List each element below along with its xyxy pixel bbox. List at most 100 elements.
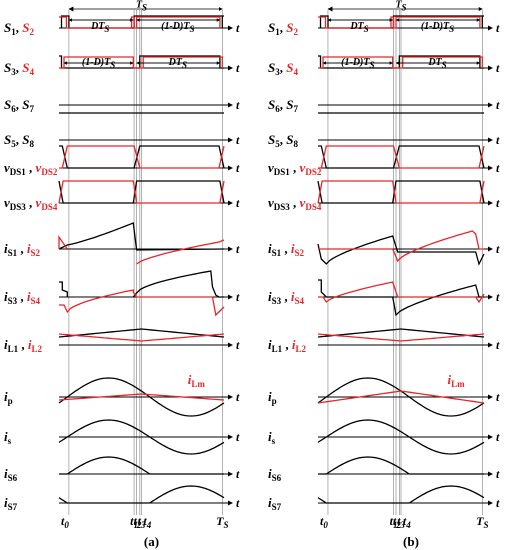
duty-off-label: (1-D)TS bbox=[421, 21, 454, 34]
signal-label-is12: iS1 , iS2 bbox=[4, 241, 41, 258]
iS1-waveform bbox=[317, 235, 485, 266]
axis-arrowhead bbox=[488, 200, 493, 206]
S3-waveform bbox=[59, 55, 224, 69]
signal-label-is: is bbox=[4, 429, 12, 446]
time-marker-t4: t4 bbox=[143, 514, 151, 530]
iL2-waveform bbox=[58, 333, 225, 342]
axis-arrowhead bbox=[228, 102, 233, 108]
axis-t-label: t bbox=[496, 98, 500, 112]
axis-arrowhead bbox=[488, 65, 493, 71]
iS3-waveform-a bbox=[59, 281, 68, 297]
axis-t-label: t bbox=[236, 496, 240, 510]
signal-label-s67: S6, S7 bbox=[268, 97, 298, 114]
duty-on-label-2: DTS bbox=[427, 57, 446, 70]
axis-arrowhead bbox=[228, 294, 233, 300]
signal-label-ip: ip bbox=[268, 389, 277, 406]
signal-label-s58: S5, S8 bbox=[268, 132, 298, 149]
axis-arrowhead bbox=[228, 434, 233, 440]
axis-arrowhead bbox=[228, 25, 233, 31]
signal-label-is34: iS3 , iS4 bbox=[4, 289, 41, 306]
panel-caption-a: (a) bbox=[144, 534, 159, 549]
iS7-waveform bbox=[58, 485, 225, 504]
period-label: TS bbox=[136, 0, 147, 13]
axis-t-label: t bbox=[236, 430, 240, 444]
iLm-label: iLm bbox=[447, 372, 465, 389]
axis-arrowhead bbox=[228, 394, 233, 400]
S2-waveform bbox=[59, 16, 135, 29]
time-marker-t1: t1 bbox=[390, 514, 398, 530]
axis-arrowhead bbox=[488, 165, 493, 171]
signal-label-s12: S1, S2 bbox=[4, 20, 34, 37]
time-marker-TS: TS bbox=[476, 514, 488, 530]
axis-t-label: t bbox=[496, 290, 500, 304]
vDS4-waveform bbox=[58, 180, 225, 204]
S2-waveform bbox=[318, 16, 394, 29]
iS2-waveform-b bbox=[136, 239, 225, 265]
iLm-label: iLm bbox=[188, 372, 206, 389]
axis-arrowhead bbox=[488, 500, 493, 506]
axis-t-label: t bbox=[496, 496, 500, 510]
axis-t-label: t bbox=[236, 133, 240, 147]
signal-label-is7: iS7 bbox=[4, 495, 18, 512]
is-waveform bbox=[317, 419, 485, 455]
signal-label-vds34: vDS3 , vDS4 bbox=[4, 195, 58, 212]
axis-t-label: t bbox=[496, 133, 500, 147]
iLm-waveform bbox=[58, 393, 225, 401]
vDS2-waveform bbox=[318, 145, 485, 169]
axis-arrowhead bbox=[488, 25, 493, 31]
signal-label-ip: ip bbox=[4, 389, 13, 406]
panel-b: t S1, S2 t S3, S4 t S6, S7 t S5, S8 t vDS1 , vDS2… bbox=[268, 0, 500, 549]
signal-label-vds12: vDS1 , vDS2 bbox=[268, 160, 322, 177]
iL1-waveform bbox=[317, 328, 485, 338]
axis-arrowhead bbox=[488, 294, 493, 300]
signal-label-s58: S5, S8 bbox=[4, 132, 34, 149]
S3-waveform bbox=[318, 55, 484, 69]
axis-arrowhead bbox=[488, 137, 493, 143]
iS6-waveform bbox=[59, 456, 224, 475]
axis-t-label: t bbox=[236, 196, 240, 210]
time-marker-t0: t0 bbox=[320, 514, 328, 530]
axis-arrowhead bbox=[228, 200, 233, 206]
signal-label-is7: iS7 bbox=[268, 495, 282, 512]
axis-arrowhead bbox=[488, 102, 493, 108]
signal-label-s67: S6, S7 bbox=[4, 97, 34, 114]
vDS2-waveform bbox=[59, 145, 225, 169]
duty-off-label: (1-D)TS bbox=[161, 21, 194, 34]
S1-waveform bbox=[319, 15, 484, 29]
axis-t-label: t bbox=[496, 242, 500, 256]
signal-label-is6: iS6 bbox=[268, 466, 282, 483]
signal-label-is: is bbox=[268, 429, 276, 446]
axis-t-label: t bbox=[236, 98, 240, 112]
ip-waveform bbox=[58, 377, 225, 417]
time-marker-t1: t1 bbox=[130, 514, 138, 530]
signal-label-s34: S3, S4 bbox=[268, 60, 298, 77]
axis-arrowhead bbox=[228, 500, 233, 506]
period-label: TS bbox=[395, 0, 406, 13]
axis-t-label: t bbox=[496, 161, 500, 175]
iL1-waveform bbox=[58, 328, 225, 338]
axis-t-label: t bbox=[236, 467, 240, 481]
S1-waveform bbox=[60, 15, 224, 29]
duty-off-label-2: (1-D)TS bbox=[82, 57, 115, 70]
time-marker-TS: TS bbox=[216, 514, 228, 530]
axis-arrowhead bbox=[228, 137, 233, 143]
signal-label-il12: iL1 , iL2 bbox=[4, 337, 43, 354]
signal-label-is34: iS3 , iS4 bbox=[268, 289, 305, 306]
axis-arrowhead bbox=[228, 246, 233, 252]
iS7-waveform bbox=[317, 485, 485, 504]
iS4-waveform bbox=[59, 289, 225, 317]
axis-arrowhead bbox=[228, 65, 233, 71]
iS2-waveform bbox=[318, 230, 484, 263]
iL2-waveform bbox=[317, 333, 485, 342]
axis-t-label: t bbox=[496, 390, 500, 404]
panel-caption-b: (b) bbox=[403, 534, 419, 549]
axis-arrowhead bbox=[488, 471, 493, 477]
signal-label-is12: iS1 , iS2 bbox=[268, 241, 305, 258]
iLm-waveform bbox=[317, 390, 485, 404]
axis-t-label: t bbox=[496, 21, 500, 35]
iS6-waveform bbox=[318, 456, 484, 475]
axis-arrowhead bbox=[488, 434, 493, 440]
time-marker-t3: t3 bbox=[138, 514, 146, 530]
axis-t-label: t bbox=[236, 242, 240, 256]
